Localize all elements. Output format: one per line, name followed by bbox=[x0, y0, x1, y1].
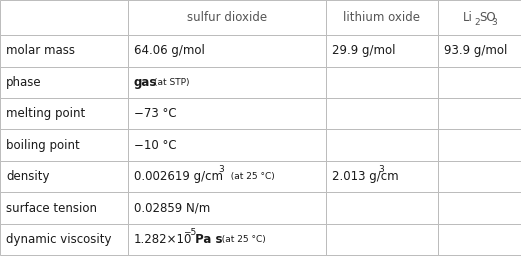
Bar bbox=[0, 224, 128, 255]
Bar bbox=[326, 35, 438, 67]
Bar bbox=[128, 192, 326, 224]
Bar bbox=[0, 35, 128, 67]
Bar bbox=[326, 67, 438, 98]
Bar bbox=[0, 67, 128, 98]
Bar bbox=[128, 67, 326, 98]
Text: 64.06 g/mol: 64.06 g/mol bbox=[134, 44, 205, 57]
Text: phase: phase bbox=[6, 76, 42, 89]
Bar bbox=[438, 0, 521, 35]
Bar bbox=[326, 224, 438, 255]
Text: 0.02859 N/m: 0.02859 N/m bbox=[134, 202, 210, 215]
Text: surface tension: surface tension bbox=[6, 202, 97, 215]
Text: lithium oxide: lithium oxide bbox=[343, 11, 420, 24]
Text: 3: 3 bbox=[218, 165, 224, 174]
Text: melting point: melting point bbox=[6, 107, 85, 120]
Bar bbox=[438, 192, 521, 224]
Bar bbox=[128, 129, 326, 161]
Bar bbox=[438, 67, 521, 98]
Text: 93.9 g/mol: 93.9 g/mol bbox=[444, 44, 507, 57]
Bar bbox=[438, 129, 521, 161]
Bar bbox=[326, 98, 438, 129]
Text: −5: −5 bbox=[183, 228, 196, 237]
Bar bbox=[128, 224, 326, 255]
Text: SO: SO bbox=[479, 11, 496, 24]
Bar bbox=[128, 0, 326, 35]
Bar bbox=[438, 224, 521, 255]
Bar bbox=[128, 98, 326, 129]
Text: Pa s: Pa s bbox=[191, 233, 222, 246]
Bar bbox=[326, 161, 438, 192]
Text: 0.002619 g/cm: 0.002619 g/cm bbox=[134, 170, 223, 183]
Bar bbox=[326, 192, 438, 224]
Bar bbox=[438, 98, 521, 129]
Text: molar mass: molar mass bbox=[6, 44, 75, 57]
Text: boiling point: boiling point bbox=[6, 139, 80, 152]
Text: 3: 3 bbox=[491, 18, 497, 27]
Text: gas: gas bbox=[134, 76, 157, 89]
Text: 2: 2 bbox=[474, 18, 480, 27]
Text: Li: Li bbox=[463, 11, 473, 24]
Bar bbox=[0, 161, 128, 192]
Text: (at STP): (at STP) bbox=[154, 78, 189, 87]
Text: −10 °C: −10 °C bbox=[134, 139, 177, 152]
Bar bbox=[128, 35, 326, 67]
Bar bbox=[326, 129, 438, 161]
Bar bbox=[0, 0, 128, 35]
Bar bbox=[0, 129, 128, 161]
Bar bbox=[438, 161, 521, 192]
Bar bbox=[438, 35, 521, 67]
Text: sulfur dioxide: sulfur dioxide bbox=[187, 11, 267, 24]
Text: 3: 3 bbox=[379, 165, 384, 174]
Text: (at 25 °C): (at 25 °C) bbox=[216, 235, 266, 244]
Bar bbox=[128, 161, 326, 192]
Text: (at 25 °C): (at 25 °C) bbox=[225, 172, 275, 181]
Bar bbox=[0, 192, 128, 224]
Text: 1.282×10: 1.282×10 bbox=[134, 233, 192, 246]
Text: 2.013 g/cm: 2.013 g/cm bbox=[332, 170, 399, 183]
Bar bbox=[0, 98, 128, 129]
Text: dynamic viscosity: dynamic viscosity bbox=[6, 233, 111, 246]
Text: 29.9 g/mol: 29.9 g/mol bbox=[332, 44, 395, 57]
Text: −73 °C: −73 °C bbox=[134, 107, 177, 120]
Text: density: density bbox=[6, 170, 49, 183]
Bar bbox=[326, 0, 438, 35]
